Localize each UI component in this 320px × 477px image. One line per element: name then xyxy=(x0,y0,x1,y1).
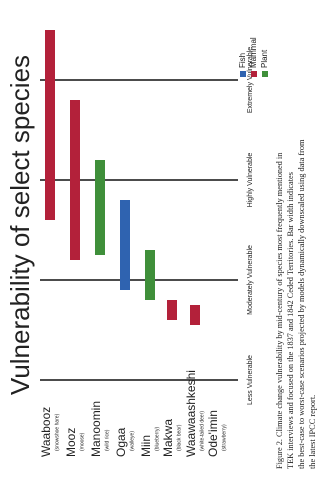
caption-line: the best-case to worst-case scenarios pr… xyxy=(297,139,306,469)
legend-swatch xyxy=(262,71,268,77)
category-note: (blueberry) xyxy=(154,426,160,451)
caption-line: Figure 2. Climate change vulnerability b… xyxy=(275,152,284,469)
category-label: Waawaashkeshi xyxy=(184,370,198,457)
legend-label: Mammal xyxy=(249,37,258,68)
x-tick-label: Moderately Vulnerable xyxy=(247,245,254,315)
category-note: (walleye) xyxy=(129,431,135,451)
bar xyxy=(70,100,80,260)
bar xyxy=(167,300,177,320)
category-note: (moose) xyxy=(79,432,85,451)
bar xyxy=(45,30,55,220)
category-note: (snowshoe hare) xyxy=(54,413,60,451)
chart-title: Vulnerability of select species xyxy=(5,55,35,395)
bar xyxy=(190,305,200,325)
category-label: Miin xyxy=(139,435,153,457)
category-label: Makwa xyxy=(161,419,175,457)
rotated-chart: Vulnerability of select species Less Vul… xyxy=(5,30,317,469)
bar xyxy=(95,160,105,255)
category-note: (wild rice) xyxy=(104,429,110,451)
x-tick-label: Less Vulnerable xyxy=(247,355,254,405)
caption-line: the latest IPCC report. xyxy=(308,395,317,469)
category-note: (strawberry) xyxy=(221,424,227,451)
legend-label: Fish xyxy=(238,53,247,68)
bar xyxy=(145,250,155,300)
category-note: (white-tailed deer) xyxy=(199,411,205,451)
photo: Vulnerability of select species Less Vul… xyxy=(0,0,319,477)
category-label: Ogaa xyxy=(114,427,128,457)
page: {"chart_data": { "type": "range-bar", "t… xyxy=(0,0,320,477)
category-label: Waabooz xyxy=(39,407,53,457)
legend-label: Plant xyxy=(260,49,269,68)
category-label: Manoomin xyxy=(89,401,103,457)
legend-swatch xyxy=(240,71,246,77)
category-label: Ode'imin xyxy=(206,410,220,457)
category-label: Mooz xyxy=(64,428,78,457)
caption-line: TEK interviews and focused on the 1837 a… xyxy=(286,172,295,469)
category-note: (black bear) xyxy=(176,424,182,451)
bar xyxy=(120,200,130,290)
x-tick-label: Highly Vulnerable xyxy=(247,153,254,208)
legend-swatch xyxy=(251,71,257,77)
